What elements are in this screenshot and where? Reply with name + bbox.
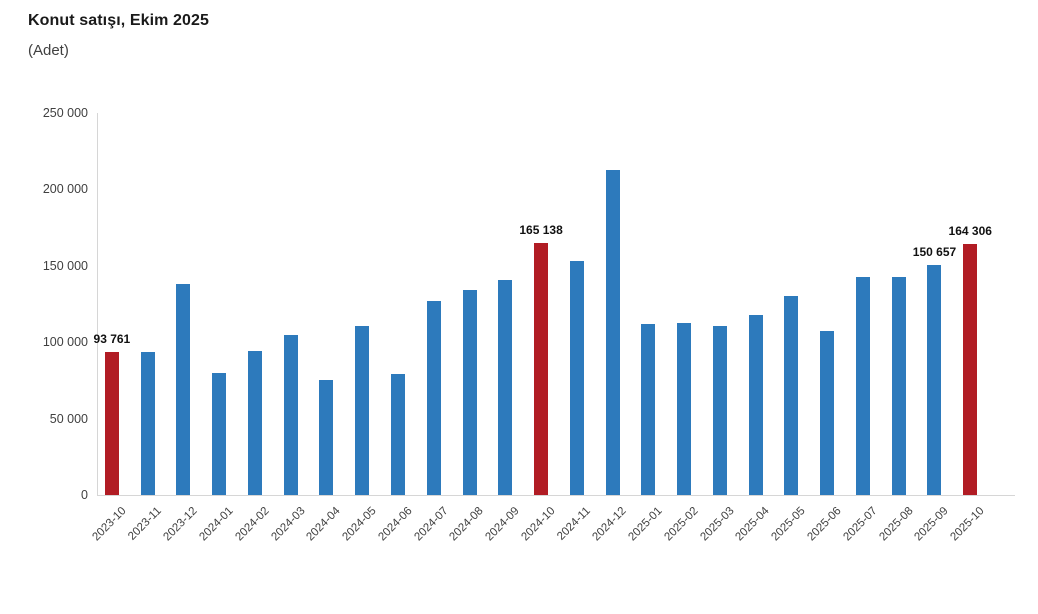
x-axis-tick-label: 2025-10 — [948, 505, 987, 544]
x-axis-tick-label: 2025-04 — [733, 505, 773, 544]
bar-2024-05 — [355, 326, 370, 495]
bar-2025-06 — [820, 330, 835, 495]
bar-slot-2024-09: 2024-09 — [483, 113, 523, 543]
bar-2024-04 — [319, 379, 334, 495]
x-axis-tick-label: 2025-03 — [698, 505, 737, 544]
bar-2024-03 — [283, 334, 298, 495]
bar-2024-06 — [391, 374, 405, 495]
bar-slot-2025-05: 2025-05 — [770, 113, 810, 543]
bar-value-label-2023-10: 93 761 — [93, 331, 131, 346]
y-axis-tick-label: 250 000 — [42, 106, 88, 120]
bar-slot-2024-06: 2024-06 — [376, 113, 416, 543]
x-axis-tick-label: 2024-03 — [268, 505, 308, 544]
bar-value-label-2025-09: 150 657 — [912, 244, 957, 259]
x-axis-tick-label: 2024-08 — [447, 505, 487, 544]
x-axis-tick-label: 2024-02 — [233, 505, 272, 544]
bar-2025-10 — [963, 243, 978, 495]
bar-2025-04 — [748, 314, 763, 495]
bar-slot-2025-09: 150 657 2025-09 — [913, 113, 957, 544]
bar-2024-02 — [247, 351, 262, 495]
bar-2024-11 — [569, 261, 584, 495]
x-axis-tick-label: 2023-11 — [126, 505, 165, 543]
x-axis-tick-label: 2024-12 — [590, 505, 630, 544]
bar-slot-2024-05: 2024-05 — [340, 113, 380, 543]
bar-slot-2025-01: 2025-01 — [627, 113, 666, 543]
bar-slot-2025-04: 2025-04 — [734, 113, 774, 543]
chart-subtitle: (Adet) — [28, 42, 69, 59]
bar-value-label-2025-10: 164 306 — [948, 223, 992, 238]
bar-slot-2024-08: 2024-08 — [448, 113, 488, 543]
bar-slot-2025-02: 2025-02 — [662, 113, 702, 543]
bar-2025-01 — [641, 323, 656, 495]
bar-series: 93 761 2023-10 2023-11 2023-12 2024-01 2024-0… — [90, 113, 992, 544]
y-axis-tick-label: 0 — [81, 488, 88, 502]
y-axis-line — [97, 113, 98, 495]
bar-slot-2025-07: 2025-07 — [841, 113, 881, 543]
bar-slot-2023-10: 93 761 2023-10 — [90, 113, 131, 544]
bar-slot-2023-11: 2023-11 — [126, 113, 166, 543]
x-axis-tick-label: 2024-07 — [411, 505, 451, 544]
bar-2025-07 — [855, 277, 870, 495]
x-axis-tick-label: 2023-10 — [90, 505, 129, 544]
x-axis-tick-label: 2024-04 — [304, 505, 343, 544]
bar-2023-11 — [140, 352, 155, 495]
bar-2025-08 — [891, 276, 906, 495]
bar-value-label-2024-10: 165 138 — [519, 222, 563, 237]
x-axis-tick-label: 2024-11 — [555, 505, 594, 543]
bar-slot-2025-06: 2025-06 — [805, 113, 845, 543]
bar-2025-02 — [677, 323, 692, 495]
x-axis-tick-label: 2025-08 — [876, 505, 916, 544]
bar-2024-07 — [426, 300, 441, 495]
bar-slot-2024-12: 2024-12 — [591, 113, 631, 543]
bar-slot-2025-03: 2025-03 — [698, 113, 738, 543]
x-axis-tick-label: 2025-05 — [769, 505, 808, 544]
bar-2024-10 — [534, 242, 549, 495]
bar-slot-2023-12: 2023-12 — [162, 113, 202, 543]
x-axis-tick-label: 2025-09 — [912, 505, 951, 544]
bar-slot-2024-03: 2024-03 — [269, 113, 309, 543]
y-axis-tick-label: 150 000 — [42, 258, 88, 273]
chart-title: Konut satışı, Ekim 2025 — [28, 12, 210, 29]
bar-2024-09 — [498, 279, 513, 495]
bar-slot-2024-02: 2024-02 — [233, 113, 273, 543]
bar-2023-10 — [104, 351, 119, 495]
x-axis-tick-label: 2025-01 — [626, 505, 665, 544]
bar-2024-12 — [605, 170, 620, 495]
x-axis-tick-label: 2024-10 — [519, 505, 558, 544]
x-axis-tick-label: 2024-09 — [483, 505, 522, 544]
x-axis-tick-label: 2024-05 — [340, 505, 379, 544]
bar-slot-2025-10: 164 306 2025-10 — [948, 113, 992, 543]
y-axis-tick-label: 100 000 — [42, 335, 88, 350]
bar-2023-12 — [176, 284, 191, 495]
bar-slot-2024-04: 2024-04 — [305, 113, 345, 543]
x-axis-line — [97, 495, 1015, 496]
bar-slot-2024-11: 2024-11 — [556, 113, 595, 543]
bar-slot-2025-08: 2025-08 — [877, 113, 917, 543]
x-axis-tick-label: 2024-06 — [376, 505, 415, 544]
x-axis-tick-label: 2025-06 — [805, 505, 844, 544]
bar-2024-01 — [212, 372, 227, 495]
bar-2024-08 — [462, 290, 477, 495]
x-axis-tick-label: 2023-12 — [161, 505, 200, 544]
bar-slot-2024-07: 2024-07 — [412, 113, 452, 543]
x-axis-tick-label: 2024-01 — [197, 505, 236, 544]
bar-slot-2024-01: 2024-01 — [197, 113, 237, 543]
y-axis-tick-label: 50 000 — [49, 411, 88, 426]
bar-slot-2024-10: 165 138 2024-10 — [519, 113, 563, 544]
y-axis-tick-label: 200 000 — [42, 182, 88, 197]
x-axis-tick-label: 2025-07 — [841, 505, 880, 544]
x-axis-tick-label: 2025-02 — [662, 505, 701, 544]
bar-2025-05 — [784, 296, 799, 495]
bar-2025-03 — [712, 326, 727, 495]
bar-2025-09 — [927, 264, 942, 495]
